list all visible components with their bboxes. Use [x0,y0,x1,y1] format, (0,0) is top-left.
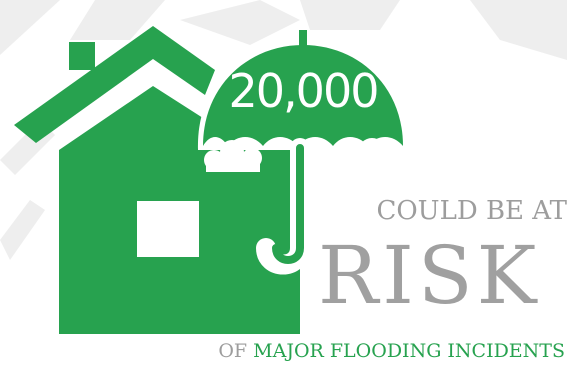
at-risk-count: 20,000 [228,64,380,118]
footer-prefix: OF [218,340,248,362]
footer-emphasis: MAJOR FLOODING INCIDENTS [253,340,565,362]
umbrella-icon [197,30,409,275]
risk-text: RISK [318,229,541,322]
footer-caption: OF MAJOR FLOODING INCIDENTS [55,338,565,364]
could-be-at-text: COULD BE AT [376,196,567,226]
rain-cloud-icon [204,138,403,172]
watermark [0,0,567,260]
